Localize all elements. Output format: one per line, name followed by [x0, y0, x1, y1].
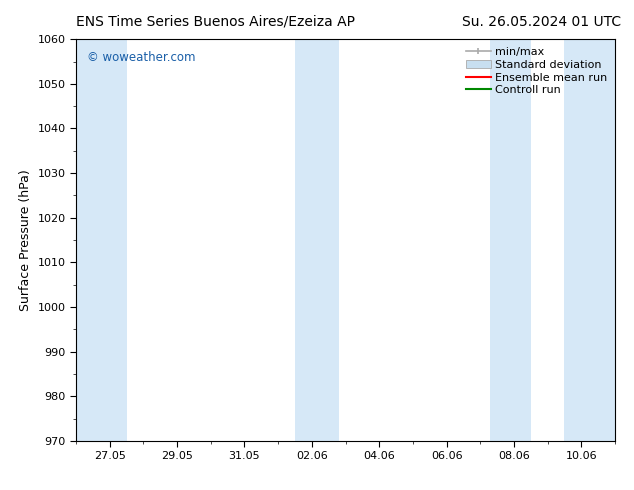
Bar [490, 39, 531, 441]
Bar [76, 39, 127, 441]
Legend: min/max, Standard deviation, Ensemble mean run, Controll run: min/max, Standard deviation, Ensemble me… [464, 45, 609, 98]
Text: © woweather.com: © woweather.com [87, 51, 195, 64]
Bar [564, 39, 615, 441]
Bar [295, 39, 339, 441]
Text: ENS Time Series Buenos Aires/Ezeiza AP: ENS Time Series Buenos Aires/Ezeiza AP [76, 15, 355, 29]
Text: Su. 26.05.2024 01 UTC: Su. 26.05.2024 01 UTC [462, 15, 621, 29]
Y-axis label: Surface Pressure (hPa): Surface Pressure (hPa) [19, 169, 32, 311]
